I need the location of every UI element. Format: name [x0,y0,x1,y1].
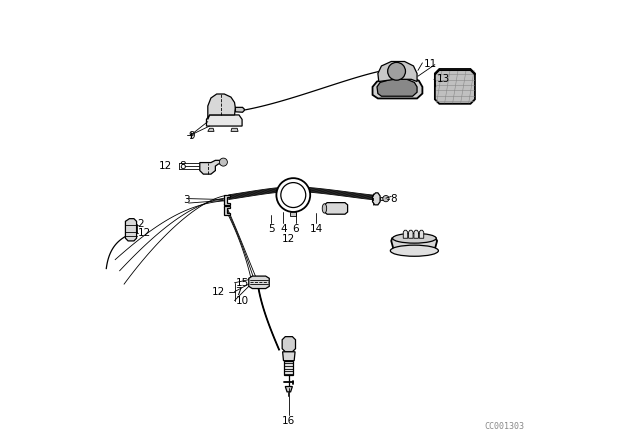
Circle shape [388,62,406,80]
Polygon shape [324,202,348,214]
Text: 7: 7 [236,287,242,297]
Text: 2: 2 [138,219,144,229]
Polygon shape [419,230,424,238]
Polygon shape [125,219,136,241]
Text: 11: 11 [424,59,437,69]
Polygon shape [290,212,296,216]
Text: 12: 12 [212,287,225,297]
Circle shape [220,158,227,166]
Text: 13: 13 [436,74,450,84]
Ellipse shape [390,245,438,256]
Text: 5: 5 [268,224,275,234]
Polygon shape [208,128,214,131]
Text: 8: 8 [390,194,397,204]
Text: 9: 9 [189,131,195,141]
Ellipse shape [322,204,326,213]
Polygon shape [380,197,386,200]
Polygon shape [207,115,242,126]
Polygon shape [224,195,230,205]
Polygon shape [435,69,475,75]
Text: 16: 16 [282,416,296,426]
Text: CC001303: CC001303 [485,422,525,431]
Polygon shape [408,230,413,238]
Circle shape [281,183,306,207]
Text: 12: 12 [138,228,150,238]
Polygon shape [285,387,292,392]
Text: 15: 15 [236,278,249,288]
Polygon shape [208,94,236,119]
Text: 12: 12 [159,161,172,171]
Text: 12: 12 [282,234,296,244]
Polygon shape [224,206,230,215]
Polygon shape [372,193,380,205]
Polygon shape [403,230,408,238]
Polygon shape [377,79,417,96]
Polygon shape [372,77,422,99]
Text: 6: 6 [292,224,299,234]
Polygon shape [236,108,244,112]
Text: 8: 8 [179,161,186,171]
Text: 4: 4 [280,224,287,234]
Text: 10: 10 [236,296,248,306]
Ellipse shape [392,233,436,243]
Polygon shape [435,69,475,104]
Circle shape [276,178,310,212]
Polygon shape [231,128,238,131]
Circle shape [383,195,389,202]
Polygon shape [282,336,296,352]
Polygon shape [284,361,293,375]
Text: 3: 3 [183,194,189,205]
Polygon shape [249,276,269,289]
Polygon shape [414,230,419,238]
Polygon shape [200,160,222,174]
Polygon shape [378,61,417,82]
Text: 14: 14 [310,224,323,234]
Polygon shape [283,352,295,361]
Polygon shape [391,238,437,251]
